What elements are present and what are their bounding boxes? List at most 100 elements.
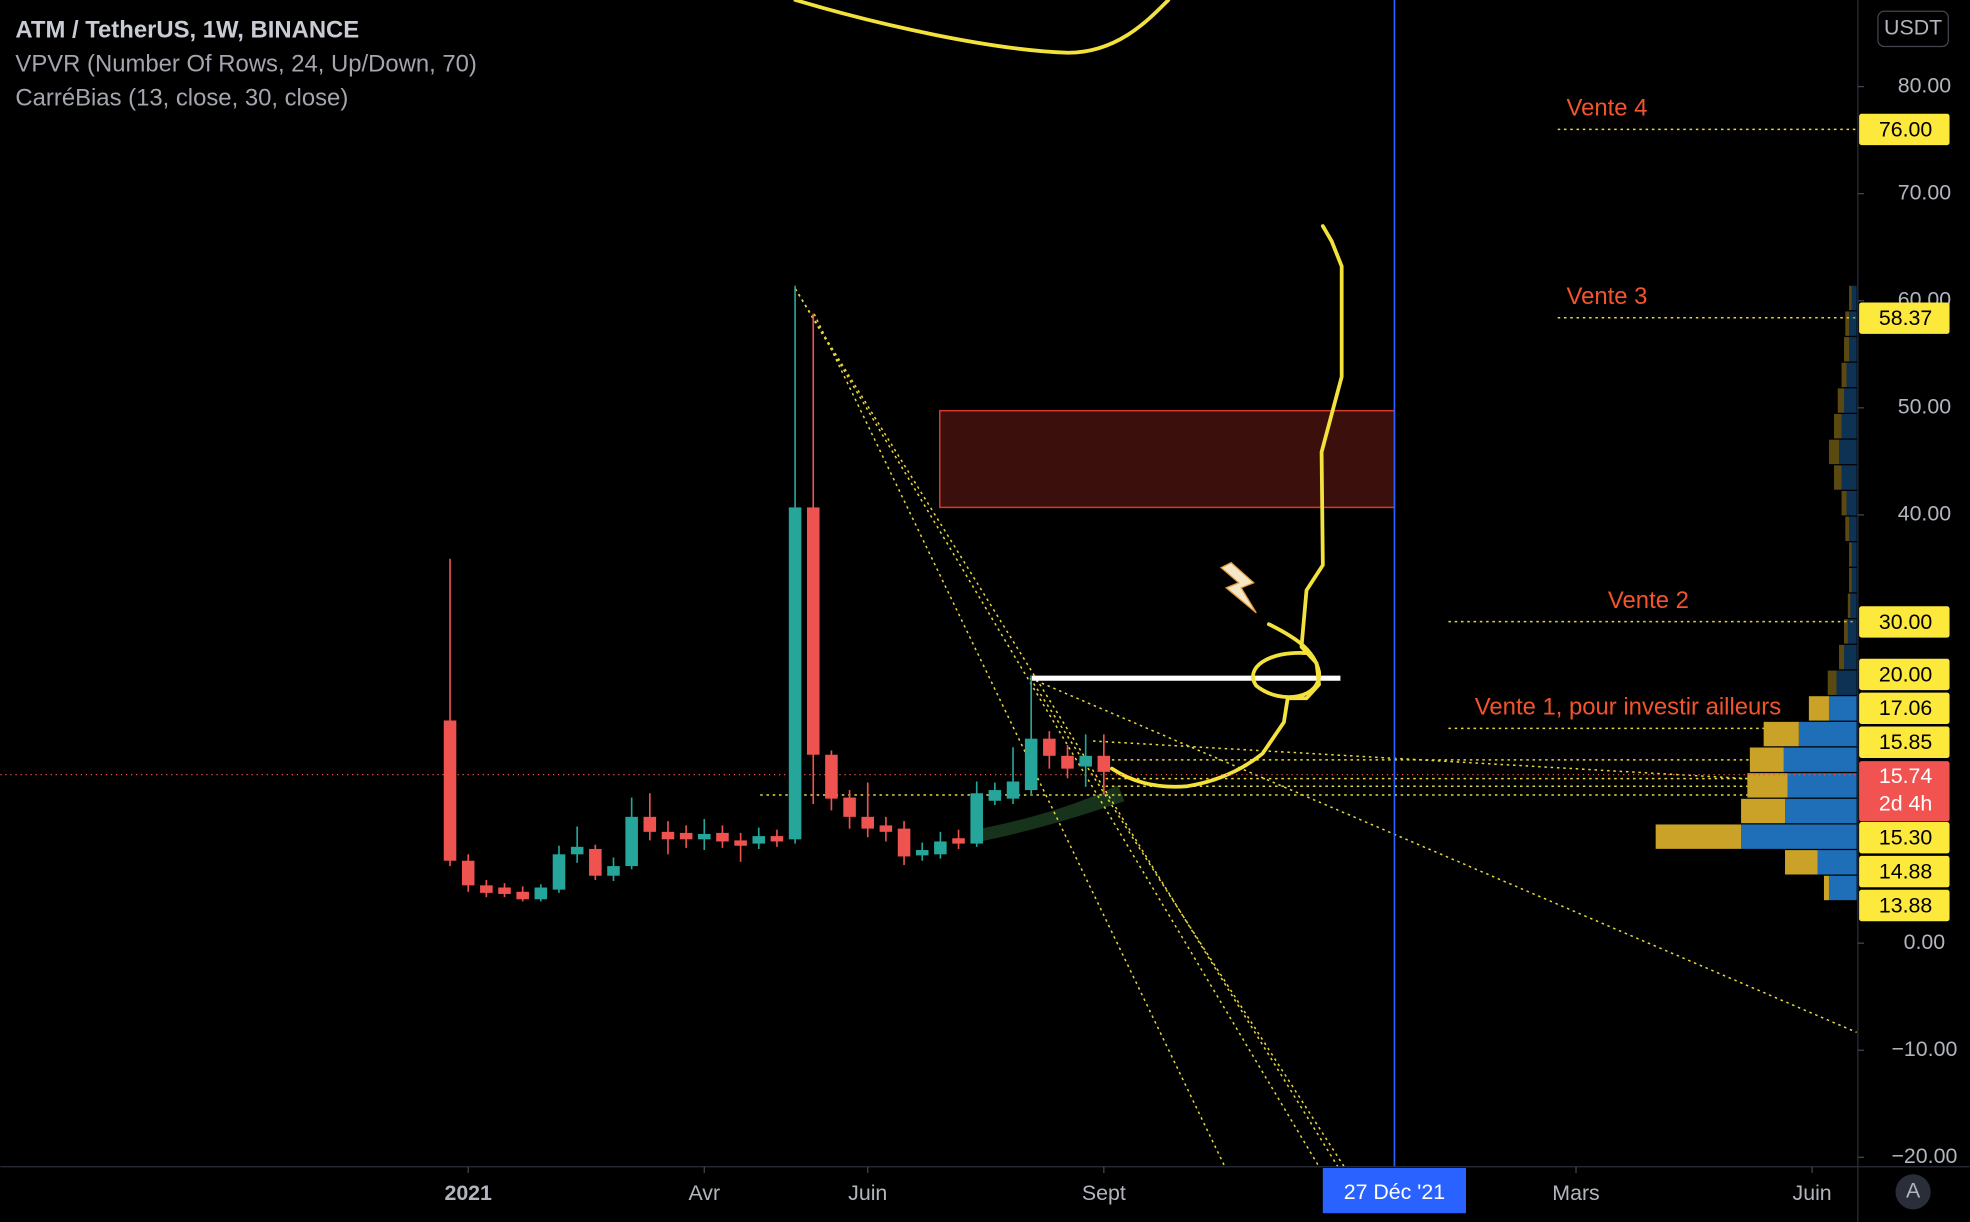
candle-body: [915, 850, 929, 856]
y-tick-label: 80.00: [1898, 73, 1952, 97]
vpvr-down: [1841, 490, 1847, 516]
x-tick-label: Juin: [848, 1181, 887, 1205]
price-label: 14.88: [1879, 859, 1932, 883]
price-label: 20.00: [1879, 662, 1933, 686]
crosshair-date-label: 27 Déc '21: [1344, 1180, 1445, 1204]
price-label: 58.37: [1879, 306, 1932, 330]
y-tick-label: 0.00: [1904, 930, 1946, 954]
vpvr-down: [1763, 721, 1799, 747]
candle-body: [1097, 755, 1111, 772]
candle-body: [498, 887, 511, 894]
vpvr-down: [1845, 311, 1850, 336]
carrebias-band: [979, 784, 1125, 842]
vpvr-up: [1798, 721, 1857, 747]
candle-body: [1043, 738, 1056, 756]
auto-scale-label[interactable]: A: [1906, 1178, 1921, 1202]
vpvr-down: [1847, 593, 1851, 618]
vpvr-up: [1850, 593, 1857, 618]
x-tick-label: 2021: [444, 1181, 492, 1205]
candle-body: [934, 841, 947, 855]
price-label-box: [1859, 302, 1950, 334]
price-label: 15.30: [1879, 826, 1933, 850]
vpvr-down: [1741, 798, 1786, 824]
vpvr-down: [1849, 567, 1852, 593]
vpvr-down: [1841, 362, 1847, 388]
candle-body: [970, 793, 983, 844]
candle-body: [1024, 738, 1038, 791]
y-tick-label: 70.00: [1898, 180, 1952, 204]
price-label: 13.88: [1879, 893, 1932, 917]
vpvr-down: [1749, 747, 1784, 772]
countdown-label: 2d 4h: [1879, 792, 1932, 816]
indicator-label: CarréBias (13, close, 30, close): [15, 85, 348, 112]
vpvr-down: [1747, 773, 1788, 798]
vpvr-up: [1841, 465, 1857, 490]
price-label-box: [1859, 692, 1950, 725]
candle-body: [897, 828, 911, 857]
resistance-zone: [939, 409, 1396, 509]
last-price-label: 15.74: [1879, 764, 1933, 788]
candle-body: [952, 838, 965, 844]
candle-body: [443, 720, 457, 861]
vpvr-up: [1817, 850, 1857, 875]
symbol-title: ATM / TetherUS, 1W, BINANCE: [15, 17, 359, 44]
price-label: 30.00: [1879, 610, 1933, 634]
candle-body: [879, 825, 893, 832]
vpvr-down: [1808, 696, 1829, 721]
vpvr-up: [1828, 696, 1857, 721]
vpvr-up: [1846, 490, 1857, 516]
vpvr-up: [1839, 439, 1857, 465]
vpvr-down: [1827, 670, 1837, 695]
annotation: Vente 1, pour investir ailleurs: [1475, 694, 1781, 721]
vpvr-up: [1849, 311, 1857, 336]
y-tick-label: 40.00: [1898, 502, 1952, 526]
candle-body: [1079, 755, 1092, 767]
candle-body: [734, 840, 747, 846]
candle-body: [806, 507, 820, 755]
x-tick-label: Juin: [1793, 1181, 1832, 1205]
vpvr-up: [1849, 337, 1857, 362]
price-label-box: [1859, 726, 1950, 758]
vpvr-up: [1836, 670, 1857, 695]
price-label: 15.85: [1879, 730, 1932, 754]
candle-body: [661, 831, 675, 840]
candle-body: [625, 816, 638, 867]
candle-body: [552, 854, 566, 890]
vpvr-up: [1851, 285, 1857, 311]
currency-label[interactable]: USDT: [1884, 16, 1942, 40]
x-tick-label: Mars: [1552, 1181, 1599, 1205]
vpvr-down: [1844, 337, 1850, 362]
candle-body: [480, 885, 493, 893]
candle-body: [825, 754, 838, 799]
vpvr-up: [1741, 824, 1857, 849]
price-label: 76.00: [1879, 117, 1933, 141]
price-label-box: [1859, 113, 1950, 146]
currency-button[interactable]: [1877, 10, 1949, 48]
vpvr-down: [1833, 414, 1842, 439]
indicator-label: VPVR (Number Of Rows, 24, Up/Down, 70): [15, 51, 476, 78]
candle-body: [516, 891, 529, 900]
price-label-box: [1859, 889, 1950, 922]
candle-body: [461, 860, 475, 886]
candle-body: [534, 887, 548, 900]
vpvr-up: [1847, 619, 1857, 644]
vpvr-up: [1851, 542, 1857, 567]
last-price-box: [1859, 761, 1950, 822]
price-label: 17.06: [1879, 696, 1932, 720]
freehand: [793, 0, 1344, 789]
price-label-box: [1859, 658, 1950, 691]
price-label-box: [1859, 855, 1950, 888]
annotation: Vente 2: [1608, 587, 1689, 614]
vpvr-up: [1841, 414, 1857, 439]
y-tick-label: 50.00: [1898, 394, 1952, 418]
vpvr-down: [1655, 824, 1742, 849]
candle-body: [607, 866, 620, 876]
vpvr-up: [1846, 362, 1857, 388]
auto-scale-button[interactable]: [1895, 1174, 1931, 1210]
price-label-box: [1859, 606, 1950, 638]
candle-body: [788, 507, 802, 840]
x-tick-label: Sept: [1082, 1181, 1126, 1205]
